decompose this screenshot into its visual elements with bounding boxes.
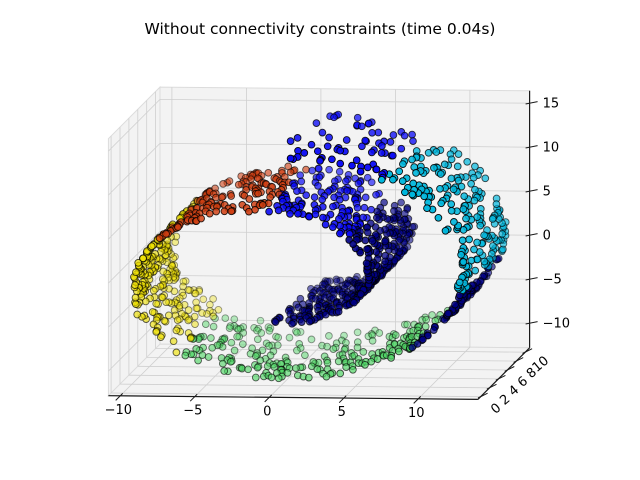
- z-tick-label: 5: [543, 185, 551, 200]
- z-tick-label: −10: [543, 317, 570, 332]
- x-tick-label: −5: [183, 404, 202, 419]
- x-tick-label: −10: [105, 403, 132, 418]
- axis-lines: [108, 90, 531, 400]
- z-tick-label: 15: [543, 97, 560, 112]
- x-tick-label: 10: [408, 406, 425, 421]
- x-tick-label: 0: [263, 404, 271, 419]
- scatter-points: [130, 110, 510, 383]
- z-tick-label: 10: [543, 141, 560, 156]
- chart-title: Without connectivity constraints (time 0…: [144, 20, 496, 38]
- tick-marks: [115, 101, 538, 404]
- x-tick-label: 5: [338, 405, 346, 420]
- z-tick-label: 0: [543, 229, 551, 244]
- z-tick-label: −5: [543, 273, 562, 288]
